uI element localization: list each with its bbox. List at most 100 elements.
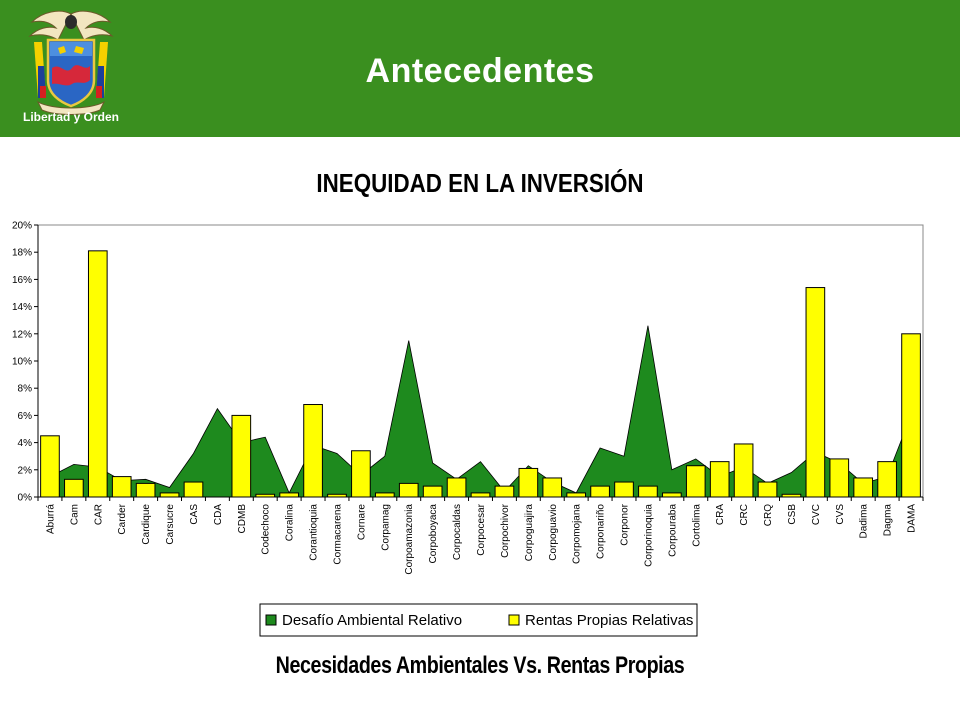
legend-swatch: [265, 614, 277, 626]
chart-area: 0% 2% 4% 6% 8% 10% 12% 14% 16% 18% 20% Aburrá Cam CA…: [12, 221, 924, 637]
bar-rentas: [422, 485, 443, 498]
bar-rentas: [733, 443, 754, 498]
bar-rentas: [40, 435, 60, 498]
bar-rentas: [542, 477, 563, 498]
x-tick-label: Cam: [69, 504, 80, 525]
x-tick-label: Cormacarena: [332, 504, 343, 565]
bar-rentas: [374, 492, 395, 498]
bar-rentas: [111, 476, 132, 498]
area-series-layer: [49, 325, 912, 498]
y-tick-label: 14%: [12, 302, 32, 313]
bar-rentas: [470, 492, 491, 498]
x-tick-label: Corpouraba: [667, 504, 678, 557]
y-tick-label: 4%: [18, 438, 33, 449]
y-tick-label: 12%: [12, 329, 32, 340]
x-tick-label: Coralina: [285, 504, 296, 542]
chart-subtitle: INEQUIDAD EN LA INVERSIÓN: [316, 168, 644, 198]
bar-rentas: [135, 482, 156, 498]
bar-rentas: [351, 450, 371, 498]
y-tick-label: 16%: [12, 275, 32, 286]
y-axis: 0% 2% 4% 6% 8% 10% 12% 14% 16% 18% 20%: [12, 221, 39, 504]
bar-rentas: [638, 485, 658, 498]
bar-rentas: [709, 461, 730, 498]
bar-rentas: [64, 478, 84, 498]
y-tick-label: 20%: [12, 221, 32, 232]
bar-rentas: [518, 467, 539, 498]
x-tick-label: Corporinoquia: [643, 504, 654, 567]
x-tick-label: CAR: [93, 504, 104, 525]
x-tick-label: Corpocesar: [476, 503, 487, 555]
x-tick-label: Carder: [117, 503, 128, 534]
bar-rentas: [614, 481, 634, 498]
legend: Desafío Ambiental Relativo Rentas Propias…: [259, 603, 698, 637]
bar-series-layer: [40, 250, 921, 498]
y-tick-label: 18%: [12, 248, 32, 259]
y-tick-label: 6%: [18, 411, 33, 422]
logo-caption: Libertad y Orden: [22, 110, 120, 124]
legend-box: [259, 603, 698, 637]
x-tick-label: CAS: [189, 504, 200, 525]
legend-label: Desafío Ambiental Relativo: [282, 612, 462, 629]
x-tick-label: CSB: [787, 504, 798, 525]
bar-rentas: [303, 404, 323, 498]
coat-of-arms-icon: [28, 10, 114, 115]
coat-of-arms-logo: Libertad y Orden: [12, 6, 130, 130]
x-tick-label: Codechoco: [261, 504, 272, 555]
bar-rentas: [757, 481, 778, 498]
x-tick-label: CDA: [213, 504, 224, 525]
legend-label: Rentas Propias Relativas: [525, 612, 693, 629]
x-tick-label: Corpomojana: [572, 504, 583, 564]
x-tick-label: Corpoboyaca: [428, 504, 439, 564]
bar-rentas: [398, 482, 419, 498]
bar-rentas: [87, 250, 108, 498]
y-tick-label: 10%: [12, 357, 32, 368]
bar-rentas: [853, 477, 874, 498]
x-tick-label: Corpoguavio: [548, 504, 559, 561]
bar-rentas: [590, 485, 610, 498]
legend-swatch: [508, 614, 520, 626]
bar-rentas: [662, 492, 682, 498]
x-tick-label: CDMB: [237, 504, 248, 534]
plot-area: [37, 224, 924, 498]
x-tick-label: CRC: [739, 504, 750, 526]
bar-rentas: [494, 485, 515, 498]
x-tick-label: Cornare: [356, 504, 367, 541]
x-tick-label: Corantioquia: [309, 504, 320, 561]
x-tick-label: Corponor: [620, 503, 631, 545]
bar-rentas: [877, 461, 897, 498]
header-bar: Libertad y Orden Antecedentes: [0, 0, 960, 137]
bar-rentas: [829, 458, 850, 498]
bar-rentas: [159, 492, 180, 498]
bar-rentas: [805, 287, 826, 498]
x-axis: Aburrá Cam CAR Carder Cardique Carsucre CAS CDA…: [37, 496, 924, 575]
bar-rentas: [685, 465, 706, 498]
chart-caption: Necesidades Ambientales Vs. Rentas Propi…: [275, 652, 685, 679]
x-tick-label: Cortolima: [691, 504, 702, 547]
x-tick-label: CRA: [715, 504, 726, 525]
x-tick-label: Aburrá: [45, 504, 56, 534]
y-tick-label: 2%: [18, 465, 33, 476]
x-tick-label: CVC: [811, 504, 822, 525]
x-tick-label: Corpoguajira: [524, 504, 535, 562]
x-tick-label: Corpochivor: [500, 503, 511, 558]
x-tick-label: Corpocaldas: [452, 504, 463, 560]
y-tick-label: 0%: [18, 493, 33, 504]
x-tick-label: Corpamag: [380, 504, 391, 551]
x-tick-label: DAMA: [907, 504, 918, 533]
page-title: Antecedentes: [365, 52, 595, 90]
x-tick-label: Cardique: [141, 504, 152, 545]
x-tick-label: CVS: [835, 504, 846, 525]
bar-rentas: [446, 477, 467, 498]
bar-rentas: [279, 492, 299, 498]
x-tick-label: Corponariño: [596, 504, 607, 559]
x-tick-label: Dagma: [883, 504, 894, 537]
y-tick-label: 8%: [18, 384, 33, 395]
area-series-desafio: [49, 325, 912, 498]
x-tick-label: Carsucre: [165, 504, 176, 545]
bar-rentas: [231, 414, 252, 498]
x-tick-label: Corpoamazonia: [404, 504, 415, 575]
bar-rentas: [901, 333, 921, 498]
x-tick-label: CRQ: [763, 504, 774, 526]
bar-rentas: [566, 492, 587, 498]
bar-rentas: [183, 481, 204, 498]
